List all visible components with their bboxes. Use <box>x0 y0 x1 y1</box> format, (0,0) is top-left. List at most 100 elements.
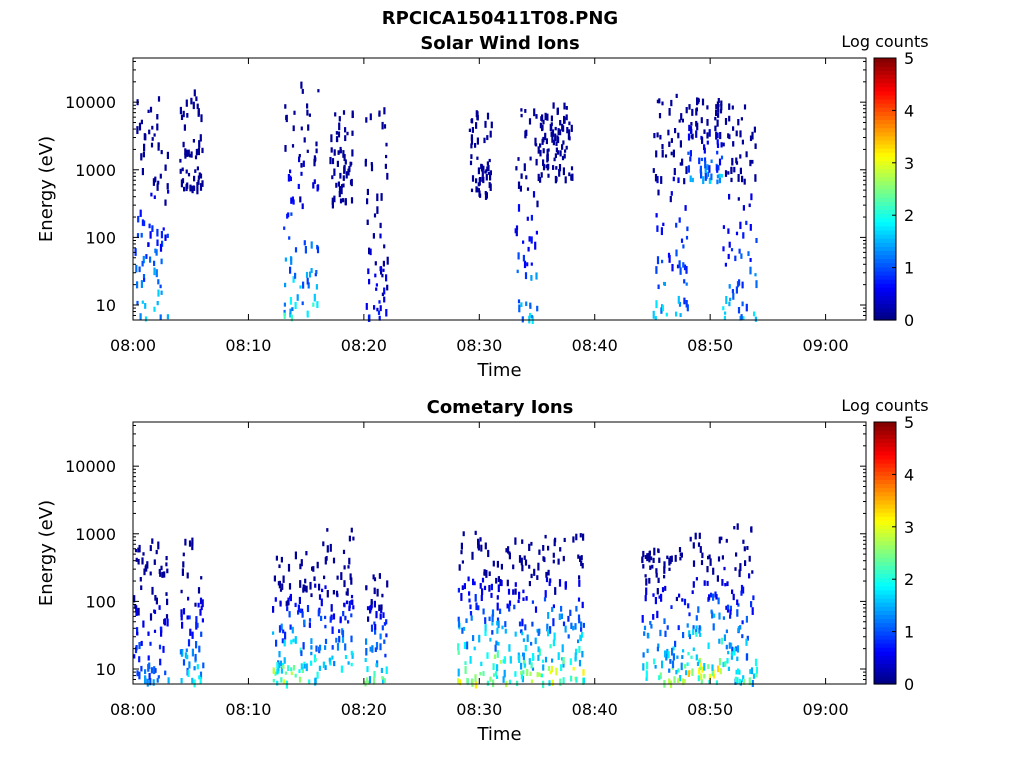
heatmap-cell <box>563 115 566 124</box>
heatmap-cell <box>299 196 302 203</box>
heatmap-cell <box>706 119 709 126</box>
heatmap-cell <box>524 272 528 280</box>
heatmap-cell <box>328 658 331 662</box>
heatmap-cell <box>307 282 310 289</box>
heatmap-cell <box>656 132 659 138</box>
heatmap-cell <box>558 169 561 177</box>
heatmap-cell <box>301 203 304 210</box>
heatmap-cell <box>695 629 698 634</box>
heatmap-cell <box>464 661 467 665</box>
heatmap-cell <box>367 268 370 275</box>
x-tick-label: 09:00 <box>803 336 849 355</box>
heatmap-cell <box>547 569 550 576</box>
heatmap-cell <box>720 100 723 106</box>
heatmap-cell <box>715 680 718 686</box>
heatmap-cell <box>523 163 526 172</box>
heatmap-cell <box>350 527 353 533</box>
heatmap-cell <box>698 532 701 539</box>
heatmap-cell <box>653 547 656 556</box>
heatmap-cell <box>682 262 685 268</box>
heatmap-cell <box>685 166 688 175</box>
heatmap-cell <box>721 555 724 560</box>
heatmap-cell <box>540 172 543 178</box>
heatmap-cell <box>326 528 329 532</box>
heatmap-cell <box>300 650 303 657</box>
heatmap-cell <box>312 566 315 572</box>
heatmap-cell <box>720 637 724 645</box>
colorbar-segment <box>874 569 896 575</box>
heatmap-cell <box>298 676 302 683</box>
heatmap-cell <box>302 281 305 289</box>
heatmap-cell <box>721 579 724 586</box>
heatmap-cell <box>159 173 162 179</box>
heatmap-cell <box>182 552 185 557</box>
heatmap-cell <box>488 616 491 622</box>
heatmap-cell <box>514 631 517 637</box>
heatmap-cell <box>292 276 295 283</box>
colorbar-segment <box>874 622 896 628</box>
heatmap-cell <box>714 591 717 598</box>
heatmap-cell <box>551 658 554 663</box>
heatmap-cell <box>276 662 279 669</box>
heatmap-cell <box>316 246 320 254</box>
colorbar-segment <box>874 131 896 137</box>
colorbar-segment <box>874 557 896 562</box>
heatmap-cell <box>550 115 553 122</box>
heatmap-cell <box>520 302 523 308</box>
heatmap-cell <box>491 630 494 635</box>
heatmap-cell <box>183 186 186 192</box>
heatmap-cell <box>289 595 292 600</box>
heatmap-cell <box>306 605 310 613</box>
heatmap-cell <box>681 158 684 166</box>
heatmap-cell <box>551 129 555 137</box>
heatmap-cell <box>152 679 155 686</box>
heatmap-cell <box>314 273 317 277</box>
heatmap-cell <box>675 222 678 228</box>
heatmap-cell <box>147 655 150 661</box>
heatmap-cell <box>735 157 738 164</box>
heatmap-cell <box>315 284 318 290</box>
heatmap-cell <box>743 546 746 552</box>
heatmap-cell <box>495 640 498 646</box>
heatmap-cell <box>481 588 484 596</box>
heatmap-cell <box>700 157 703 162</box>
heatmap-cell <box>308 679 311 685</box>
heatmap-cell <box>499 660 502 664</box>
heatmap-cell <box>376 193 379 202</box>
heatmap-cell <box>531 600 534 604</box>
heatmap-cell <box>477 167 480 175</box>
heatmap-cell <box>523 260 527 269</box>
heatmap-cell <box>461 627 464 634</box>
heatmap-cell <box>652 557 655 563</box>
colorbar-segment <box>874 450 896 456</box>
heatmap-cell <box>695 577 698 581</box>
heatmap-cell <box>707 555 710 560</box>
y-tick-label: 1000 <box>75 161 116 180</box>
colorbar-tick-label: 1 <box>904 623 914 642</box>
heatmap-cell <box>495 675 499 679</box>
heatmap-cell <box>489 637 492 642</box>
heatmap-cell <box>698 667 701 675</box>
heatmap-cell <box>164 670 167 676</box>
plot-frame <box>132 57 867 321</box>
heatmap-cell <box>537 173 540 182</box>
heatmap-cell <box>695 120 698 127</box>
heatmap-cell <box>467 576 470 582</box>
heatmap-cell <box>374 647 377 652</box>
heatmap-cell <box>310 645 313 650</box>
heatmap-cell <box>159 284 162 289</box>
heatmap-cell <box>740 314 743 320</box>
heatmap-cell <box>346 131 349 136</box>
heatmap-cell <box>738 279 741 286</box>
heatmap-cell <box>197 602 200 608</box>
heatmap-cell <box>166 314 169 320</box>
heatmap-cell <box>670 605 673 610</box>
heatmap-cell <box>298 156 301 163</box>
heatmap-cell <box>569 658 572 666</box>
heatmap-cell <box>572 666 575 671</box>
heatmap-cell <box>291 144 295 148</box>
heatmap-cell <box>559 678 562 686</box>
heatmap-cell <box>138 544 141 553</box>
heatmap-cell <box>677 295 680 304</box>
heatmap-cell <box>663 561 666 569</box>
